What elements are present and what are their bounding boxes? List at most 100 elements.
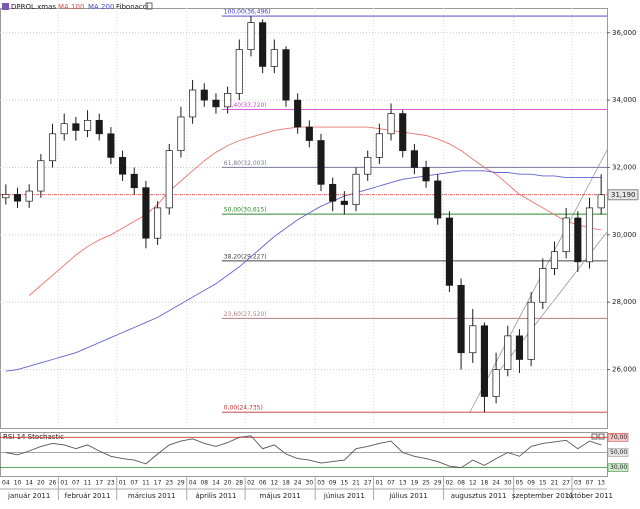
x-tick-label: 18 [481, 480, 489, 487]
candle-body [305, 126, 313, 141]
x-tick-label: 28 [235, 480, 243, 487]
x-tick-label: 11 [142, 480, 150, 487]
y-tick-label: 26,000 [612, 366, 637, 374]
candle-body [480, 325, 488, 397]
rsi-tick-label: 50,00 [610, 449, 627, 456]
last-price-box [607, 189, 639, 201]
x-tick-label: 07 [72, 480, 80, 487]
moving-average [5, 170, 602, 372]
rsi-tick-box [607, 463, 629, 472]
candle-body [72, 123, 80, 131]
x-tick-label: 12 [469, 480, 477, 487]
x-tick-label: 07 [387, 480, 395, 487]
candle-body [154, 207, 162, 239]
x-tick-label: 04 [2, 480, 10, 487]
candle-body [574, 217, 582, 263]
fib-label: 61,80(32,003) [224, 160, 267, 167]
x-tick-label: 02 [446, 480, 454, 487]
month-label: május 2011 [260, 492, 301, 500]
x-tick-label: 15 [341, 480, 349, 487]
candle-body [492, 369, 500, 397]
candle-body [60, 123, 68, 135]
candle-body [387, 113, 395, 135]
x-tick-label: 19 [411, 480, 419, 487]
pane-button[interactable] [591, 433, 598, 440]
rsi-line [5, 435, 602, 469]
rsi-tick-box [607, 433, 629, 442]
candle-body [48, 133, 57, 162]
candle-body [37, 160, 45, 192]
month-label: augusztus 2011 [451, 492, 507, 500]
x-tick-label: 27 [364, 480, 372, 487]
month-label: szeptember 2011 [512, 492, 574, 500]
candle-body [515, 335, 524, 360]
x-tick-label: 21 [551, 480, 559, 487]
x-tick-label: 18 [282, 480, 290, 487]
candle-body [13, 194, 22, 202]
x-tick-label: 23 [165, 480, 173, 487]
month-label: február 2011 [65, 492, 111, 500]
x-tick-label: 20 [224, 480, 232, 487]
x-tick-label: 29 [434, 480, 442, 487]
candle-body [340, 200, 348, 205]
x-tick-label: 01 [376, 480, 384, 487]
candle-body [329, 183, 337, 202]
candle-body [259, 22, 267, 67]
x-tick-label: 13 [597, 480, 605, 487]
close-button[interactable] [145, 2, 153, 10]
x-tick-label: 10 [14, 480, 22, 487]
candle-body [95, 119, 103, 135]
candle-body [177, 116, 185, 151]
x-tick-label: 30 [504, 480, 512, 487]
x-tick-label: 29 [177, 480, 185, 487]
candle-body [2, 194, 10, 199]
y-tick-label: 36,000 [612, 29, 637, 37]
candle-body [200, 89, 208, 101]
month-label: március 2011 [128, 492, 176, 500]
candle-body [235, 49, 243, 94]
y-tick-label: 30,000 [612, 231, 637, 239]
legend-label: Fibonacci [116, 3, 149, 11]
x-tick-label: 01 [60, 480, 68, 487]
candle-body [270, 49, 278, 67]
y-tick-label: 28,000 [612, 298, 637, 306]
price-pane [0, 8, 608, 429]
pane-button[interactable] [598, 433, 605, 440]
candle-body [282, 49, 290, 101]
x-tick-label: 14 [25, 480, 33, 487]
candle-body [165, 150, 173, 209]
legend-label: MA 100 [58, 3, 84, 11]
candle-body [527, 301, 535, 360]
x-tick-label: 08 [457, 480, 465, 487]
candle-body [445, 217, 453, 286]
x-tick-label: 17 [154, 480, 162, 487]
candle-body [83, 119, 92, 131]
x-tick-label: 23 [107, 480, 115, 487]
candle-body [434, 180, 442, 219]
x-tick-label: 01 [119, 480, 127, 487]
x-tick-label: 05 [516, 480, 524, 487]
month-label: január 2011 [7, 492, 50, 500]
x-tick-label: 12 [270, 480, 278, 487]
fib-label: 0,00(24,735) [224, 405, 263, 412]
x-tick-label: 21 [352, 480, 360, 487]
candle-body [422, 167, 430, 182]
legend-label: MA 200 [88, 3, 114, 11]
candle-body [352, 173, 360, 205]
legend-label: DPROL.xmas [11, 3, 56, 11]
candle-body [294, 99, 302, 128]
x-tick-label: 14 [212, 480, 220, 487]
x-tick-label: 07 [586, 480, 594, 487]
x-tick-label: 07 [130, 480, 138, 487]
month-label: június 2011 [323, 492, 365, 500]
x-tick-label: 24 [492, 480, 500, 487]
candle-body [504, 335, 512, 370]
candle-body [597, 194, 605, 209]
x-tick-label: 20 [37, 480, 45, 487]
fib-label: 38,20(29,227) [224, 253, 267, 260]
month-label: április 2011 [195, 492, 236, 500]
fib-label: 23,60(27,520) [224, 311, 267, 318]
candle-body [399, 113, 407, 151]
